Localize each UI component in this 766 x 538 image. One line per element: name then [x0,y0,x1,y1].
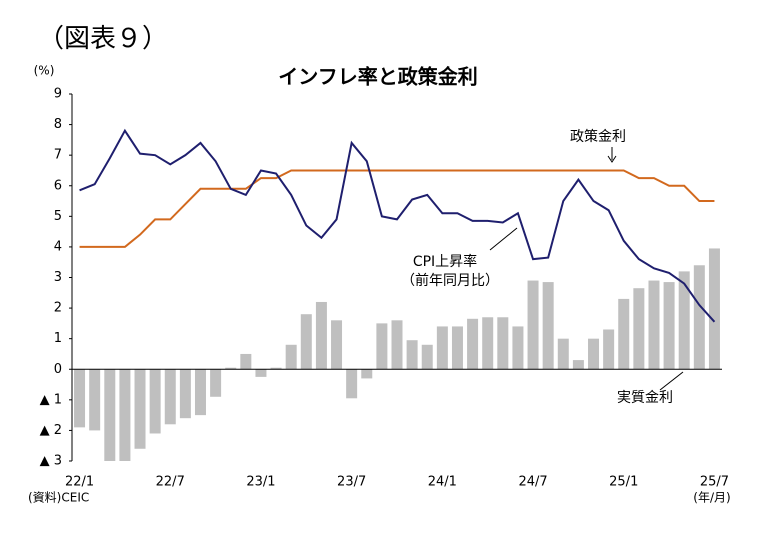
source: (資料)CEIC [28,491,89,505]
x-tick-label: 24/1 [428,475,457,490]
bar [648,280,660,370]
bar [708,248,720,370]
bar [361,369,373,379]
bar [663,282,675,370]
x-tick-label: 25/7 [700,475,729,490]
annotation: （前年同月比） [401,272,499,289]
y-tick-label: 9 [54,87,62,102]
bar [391,320,403,370]
arrow-head [607,155,617,163]
bar [119,369,131,461]
bar [134,369,146,449]
bar [693,265,705,370]
bar [74,369,86,428]
bar [542,282,554,370]
x-tick-label: 24/7 [518,475,547,490]
y-tick-label: 4 [54,239,62,254]
x-tick-label: 22/7 [156,475,185,490]
bar [572,360,584,370]
bar [436,326,448,370]
bar [240,353,252,370]
x-tick-label: 23/7 [337,475,366,490]
bar [194,369,206,416]
bar [421,344,433,370]
bar [164,369,176,425]
bar [482,317,494,370]
bar [210,369,222,397]
y-tick-label: 8 [54,117,62,132]
arrow [489,227,518,251]
bar [255,369,267,377]
y-tick-label: ▲ 1 [40,392,62,407]
bar [527,280,539,370]
y-tick-label: 7 [54,148,62,163]
bar [149,369,161,434]
x-unit: (年/月) [693,491,730,505]
bar [512,326,524,370]
y-tick-label: 1 [54,331,62,346]
bar [618,298,630,370]
bar [300,314,312,370]
bar [588,338,600,370]
y-tick-label: 0 [54,362,62,377]
bar [346,369,358,399]
y-tick-label: ▲ 2 [40,423,62,438]
y-tick-label: 5 [54,209,62,224]
bar [467,318,479,370]
bar [270,367,282,370]
line [79,128,716,323]
annotation: 政策金利 [570,128,626,145]
y-tick-label: 2 [54,301,62,316]
line [79,169,715,248]
bar [179,369,191,419]
y-tick-label: ▲ 3 [40,454,62,469]
y-tick-label: 3 [54,270,62,285]
chart-title: インフレ率と政策金利 [278,65,477,89]
bar [225,367,237,370]
bar [331,320,343,370]
x-tick-label: 23/1 [246,475,275,490]
y-unit: (%) [34,64,55,78]
bar [497,317,509,370]
x-tick-label: 25/1 [609,475,638,490]
bar [678,271,690,370]
bar [376,323,388,370]
x-tick-label: 22/1 [65,475,94,490]
bar [89,369,101,431]
bar [633,288,645,370]
figure-label: （図表９） [38,24,168,54]
annotation: CPI上昇率 [413,253,477,270]
bar [406,340,418,370]
bar [557,338,569,370]
bar [285,344,297,370]
y-tick-label: 6 [54,178,62,193]
arrow [659,371,684,391]
annotation: 実質金利 [617,390,673,406]
bar [451,326,463,370]
bar [603,329,615,370]
bar [315,301,327,370]
bar [104,369,116,461]
